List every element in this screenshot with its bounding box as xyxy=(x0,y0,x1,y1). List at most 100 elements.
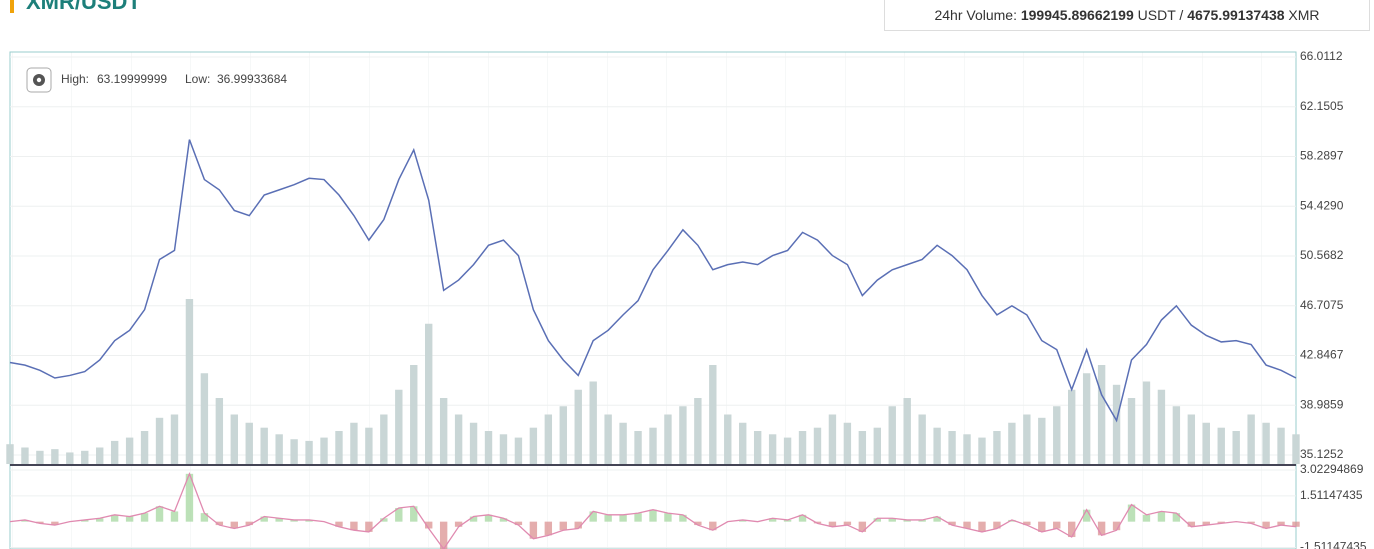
macd-bar xyxy=(768,518,777,522)
volume-bar xyxy=(679,406,687,464)
macd-bar xyxy=(335,521,343,527)
macd-bar xyxy=(110,514,119,522)
volume-bar xyxy=(125,437,134,464)
macd-bar xyxy=(1023,521,1031,526)
volume-bar xyxy=(753,431,762,464)
volume-bar xyxy=(454,414,463,464)
macd-bar xyxy=(185,473,194,522)
volume-bar xyxy=(6,444,14,464)
volume-bar xyxy=(1053,406,1061,464)
macd-bar xyxy=(81,519,89,522)
macd-bar xyxy=(1038,521,1046,532)
volume-bar xyxy=(230,414,238,464)
y-tick-label: 54.4290 xyxy=(1300,198,1344,212)
volume-bar xyxy=(1038,417,1046,464)
volume-bar xyxy=(768,434,777,464)
low-label: Low: xyxy=(185,72,210,86)
volume-label: 24hr Volume: xyxy=(934,7,1017,23)
volume-bar xyxy=(798,431,807,464)
macd-bar xyxy=(529,521,538,539)
y-tick-label: 58.2897 xyxy=(1300,149,1344,163)
macd-bar xyxy=(843,521,852,526)
volume-bar xyxy=(933,427,941,464)
volume-bar xyxy=(1187,414,1196,464)
volume-bar xyxy=(439,398,448,464)
volume-bar xyxy=(978,437,986,464)
volume-bar xyxy=(81,450,89,464)
volume-bar xyxy=(215,398,224,464)
volume-bar xyxy=(469,422,478,464)
macd-bar xyxy=(963,521,971,529)
volume-bar xyxy=(1172,406,1181,464)
macd-bar xyxy=(514,521,523,526)
usdt-unit: USDT / xyxy=(1137,7,1184,23)
macd-bar xyxy=(604,514,612,522)
volume-bar xyxy=(948,431,956,464)
macd-bar xyxy=(1292,521,1300,527)
macd-bar xyxy=(634,513,642,522)
macd-bar xyxy=(1157,511,1166,522)
volume-bar xyxy=(858,431,867,464)
macd-bar xyxy=(858,521,867,532)
volume-bar xyxy=(963,434,971,464)
macd-bar xyxy=(679,514,687,522)
macd-bar xyxy=(1247,521,1255,524)
macd-bar xyxy=(783,519,792,522)
volume-bar xyxy=(724,414,732,464)
macd-bar xyxy=(140,513,149,522)
macd-bar xyxy=(559,521,567,531)
macd-bar xyxy=(1142,514,1151,522)
macd-bar xyxy=(290,519,298,522)
macd-bar xyxy=(484,514,493,522)
volume-bar xyxy=(739,422,747,464)
macd-bar xyxy=(395,507,403,522)
macd-bar xyxy=(589,511,597,522)
y2-tick-label: 1.51147435 xyxy=(1300,488,1363,502)
macd-bar xyxy=(380,518,388,522)
volume-bar xyxy=(828,414,837,464)
volume-bar xyxy=(335,431,343,464)
volume-bar xyxy=(365,427,373,464)
volume-bar xyxy=(1008,422,1016,464)
y-tick-label: 66.0112 xyxy=(1300,49,1343,63)
volume-bar xyxy=(1202,422,1210,464)
macd-bar xyxy=(36,521,44,524)
macd-bar xyxy=(664,513,672,522)
volume-bar xyxy=(903,398,911,464)
volume-bar xyxy=(380,414,388,464)
macd-bar xyxy=(948,521,956,526)
y-tick-label: 46.7075 xyxy=(1300,298,1344,312)
macd-bar xyxy=(305,519,313,522)
macd-bar xyxy=(215,521,224,526)
macd-bar xyxy=(21,519,29,522)
volume-bar xyxy=(96,447,104,464)
volume-bar xyxy=(514,437,523,464)
volume-bar xyxy=(140,431,149,464)
macd-bar xyxy=(1068,521,1076,538)
volume-bar xyxy=(1277,427,1285,464)
volume-bar xyxy=(634,431,642,464)
macd-bar xyxy=(1202,521,1210,526)
macd-bar xyxy=(918,519,926,522)
volume-bar xyxy=(260,427,268,464)
macd-bar xyxy=(888,518,896,522)
volume-bar xyxy=(529,427,538,464)
volume-bar xyxy=(1157,389,1166,464)
macd-bar xyxy=(350,521,358,531)
volume-bar xyxy=(694,398,702,464)
macd-bar xyxy=(873,518,881,522)
y-tick-label: 62.1505 xyxy=(1300,99,1344,113)
macd-bar xyxy=(155,506,164,522)
macd-bar xyxy=(1008,519,1016,522)
macd-bar xyxy=(709,521,717,531)
volume-bar xyxy=(709,365,717,464)
macd-bar xyxy=(410,506,418,522)
volume-bar xyxy=(51,449,59,464)
macd-bar xyxy=(260,516,268,522)
price-line xyxy=(9,139,1297,423)
volume-bar xyxy=(350,422,358,464)
volume-bar xyxy=(66,452,74,464)
volume-bar xyxy=(36,450,44,464)
volume-bar xyxy=(888,406,896,464)
volume-bar xyxy=(589,381,597,464)
